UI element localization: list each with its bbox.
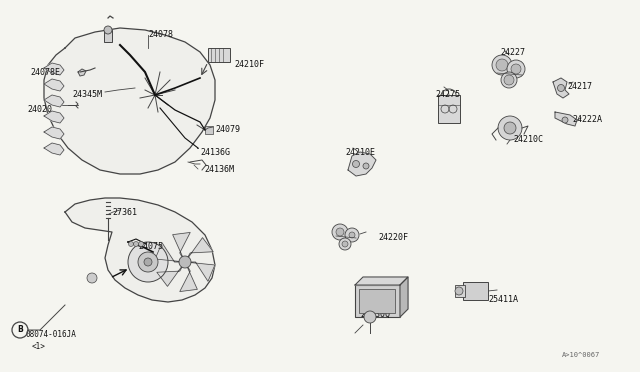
Circle shape [134,241,138,247]
Text: 24210E: 24210E [345,148,375,157]
Text: 24130Q: 24130Q [360,310,390,319]
Text: 24075: 24075 [138,242,163,251]
Circle shape [455,287,463,295]
Text: <1>: <1> [32,342,46,351]
Text: 24210F: 24210F [234,60,264,69]
Polygon shape [185,238,213,262]
Text: 24136M: 24136M [204,165,234,174]
Text: 08074-016JA: 08074-016JA [25,330,76,339]
Bar [104,30,112,42]
Text: 27361: 27361 [112,208,137,217]
Polygon shape [173,232,190,262]
Polygon shape [44,95,64,107]
Text: 24078: 24078 [148,30,173,39]
Text: 24079: 24079 [215,125,240,134]
Circle shape [138,252,158,272]
Text: 24222A: 24222A [572,115,602,124]
Polygon shape [157,262,185,286]
Bar [208,48,230,62]
Circle shape [364,311,376,323]
Bar [205,126,213,134]
Polygon shape [348,152,376,176]
Polygon shape [44,143,64,155]
Polygon shape [44,79,64,91]
Bar [455,285,465,297]
Circle shape [562,117,568,123]
Polygon shape [400,277,408,317]
Circle shape [498,116,522,140]
Circle shape [104,26,112,34]
Bar [359,289,395,313]
Circle shape [345,228,359,242]
Polygon shape [355,277,408,285]
Circle shape [353,160,360,167]
Circle shape [501,72,517,88]
Bar [463,282,488,300]
Polygon shape [555,112,577,126]
Text: 24136G: 24136G [200,148,230,157]
Polygon shape [180,262,197,292]
Text: 24078E: 24078E [30,68,60,77]
Bar [438,95,460,123]
Circle shape [504,75,514,85]
Text: A>10^0067: A>10^0067 [562,352,600,358]
Circle shape [179,256,191,268]
Circle shape [496,59,508,71]
Circle shape [504,122,516,134]
Circle shape [144,258,152,266]
Circle shape [342,241,348,247]
Circle shape [87,273,97,283]
Polygon shape [185,262,215,281]
Circle shape [128,242,168,282]
Circle shape [507,60,525,78]
Circle shape [339,238,351,250]
Text: 24275: 24275 [435,90,460,99]
Polygon shape [155,243,185,262]
Polygon shape [78,69,86,76]
Text: B: B [17,326,23,334]
Text: 24227: 24227 [500,48,525,57]
Polygon shape [553,78,569,98]
Polygon shape [44,127,64,139]
Circle shape [349,232,355,238]
Text: 24020: 24020 [27,105,52,114]
Polygon shape [44,28,215,174]
Circle shape [336,228,344,236]
Text: 24220F: 24220F [378,233,408,242]
Text: 25411A: 25411A [488,295,518,304]
Circle shape [363,163,369,169]
Circle shape [492,55,512,75]
Text: 24345M: 24345M [72,90,102,99]
Circle shape [129,241,134,247]
Polygon shape [65,198,215,302]
Circle shape [511,64,521,74]
Polygon shape [44,63,64,75]
Bar [355,285,400,317]
Circle shape [138,241,143,247]
Text: 24210C: 24210C [513,135,543,144]
Polygon shape [44,111,64,123]
Circle shape [332,224,348,240]
Circle shape [557,84,564,92]
Text: 24217: 24217 [567,82,592,91]
